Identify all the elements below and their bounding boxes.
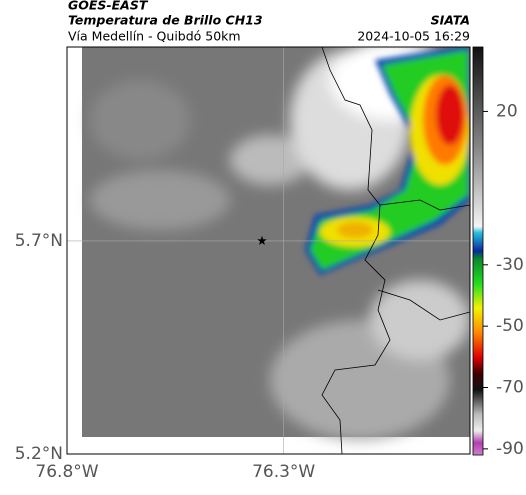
datetime: 2024-10-05 16:29 <box>357 29 470 44</box>
y-tick-label: 5.7°N <box>15 231 63 251</box>
y-tick-label: 5.2°N <box>15 444 63 464</box>
colorbar-tick-label: -90 <box>496 439 524 459</box>
location-marker <box>257 235 267 245</box>
colorbar-tick-label: -30 <box>496 255 524 275</box>
x-tick-label: 76.8°W <box>35 462 98 482</box>
satellite-label: GOES-EAST <box>68 0 149 13</box>
colorbar-tick-label: -50 <box>496 316 524 336</box>
source-label: SIATA <box>431 13 470 28</box>
colorbar-tick-label: 20 <box>496 101 518 121</box>
colorbar-tick-label: -70 <box>496 378 524 398</box>
subtitle: Vía Medellín - Quibdó 50km <box>68 29 241 44</box>
product-label: Temperatura de Brillo CH13 <box>68 13 263 28</box>
x-tick-label: 76.3°W <box>252 462 315 482</box>
map-frame <box>66 46 471 455</box>
satellite-image <box>67 47 470 454</box>
colorbar <box>472 46 484 456</box>
